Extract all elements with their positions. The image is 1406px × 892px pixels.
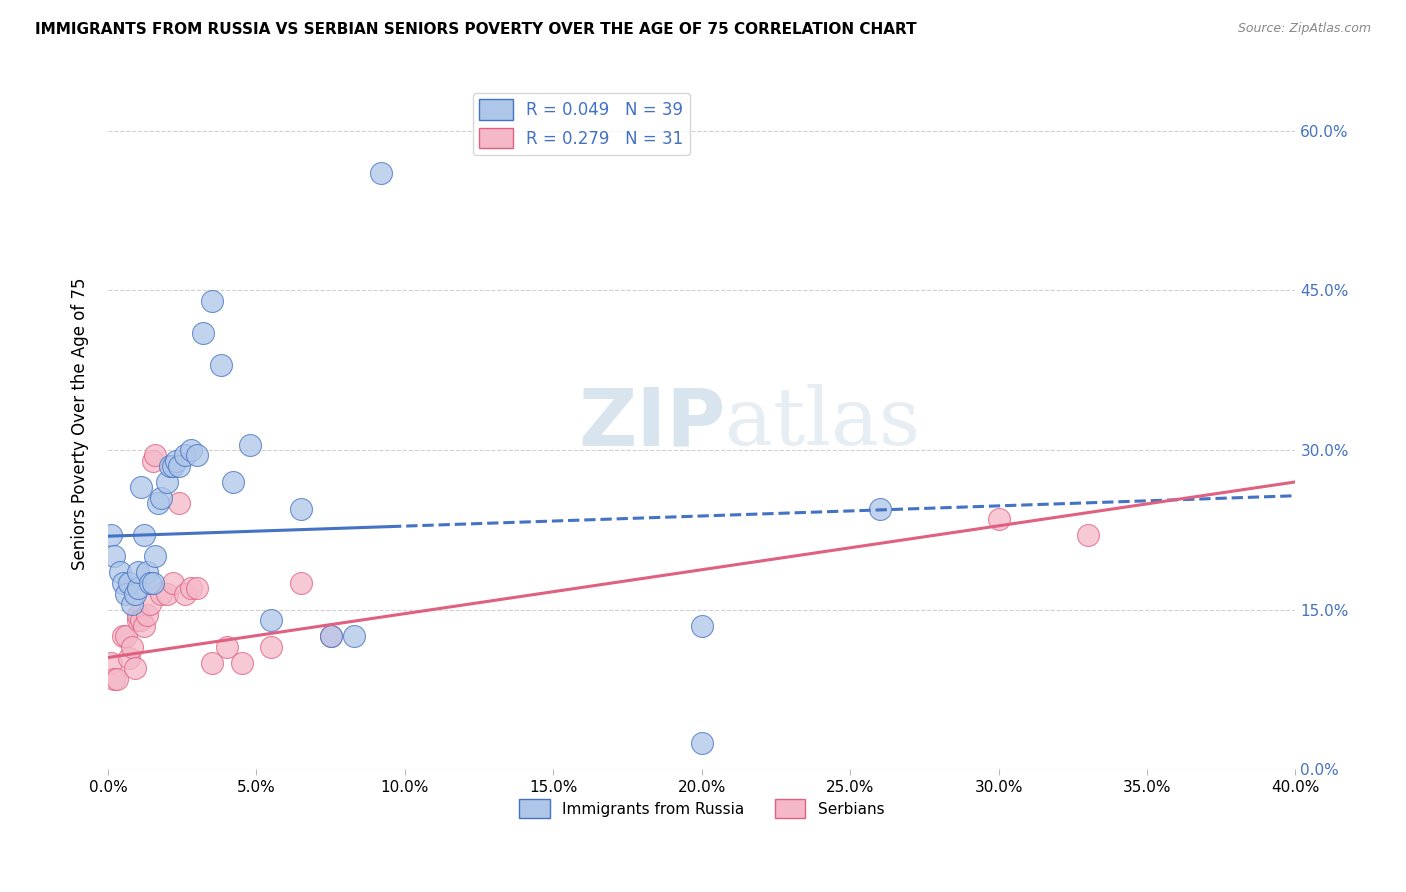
Point — [105, 672, 128, 686]
Point — [186, 582, 208, 596]
Point — [100, 528, 122, 542]
Point — [141, 576, 163, 591]
Y-axis label: Seniors Poverty Over the Age of 75: Seniors Poverty Over the Age of 75 — [72, 277, 89, 570]
Point — [111, 576, 134, 591]
Point — [114, 629, 136, 643]
Legend: Immigrants from Russia, Serbians: Immigrants from Russia, Serbians — [513, 793, 890, 824]
Point — [215, 640, 238, 654]
Point — [108, 566, 131, 580]
Point — [319, 629, 342, 643]
Point — [127, 566, 149, 580]
Point — [132, 528, 155, 542]
Point — [180, 442, 202, 457]
Point — [145, 549, 167, 564]
Point — [118, 650, 141, 665]
Point — [114, 587, 136, 601]
Point — [121, 597, 143, 611]
Text: IMMIGRANTS FROM RUSSIA VS SERBIAN SENIORS POVERTY OVER THE AGE OF 75 CORRELATION: IMMIGRANTS FROM RUSSIA VS SERBIAN SENIOR… — [35, 22, 917, 37]
Point — [869, 501, 891, 516]
Point — [370, 166, 392, 180]
Point — [186, 448, 208, 462]
Point — [111, 629, 134, 643]
Point — [239, 437, 262, 451]
Point — [103, 672, 125, 686]
Point — [987, 512, 1010, 526]
Point — [118, 576, 141, 591]
Point — [191, 326, 214, 340]
Point — [167, 496, 190, 510]
Text: atlas: atlas — [725, 384, 921, 462]
Point — [124, 661, 146, 675]
Point — [180, 582, 202, 596]
Point — [100, 656, 122, 670]
Point — [690, 736, 713, 750]
Point — [135, 566, 157, 580]
Point — [138, 597, 160, 611]
Point — [145, 448, 167, 462]
Point — [165, 453, 187, 467]
Point — [132, 618, 155, 632]
Point — [127, 582, 149, 596]
Point — [156, 475, 179, 489]
Point — [690, 618, 713, 632]
Point — [260, 613, 283, 627]
Point — [156, 587, 179, 601]
Text: Source: ZipAtlas.com: Source: ZipAtlas.com — [1237, 22, 1371, 36]
Point — [138, 576, 160, 591]
Point — [129, 480, 152, 494]
Point — [162, 576, 184, 591]
Point — [167, 458, 190, 473]
Point — [201, 656, 224, 670]
Point — [174, 448, 197, 462]
Text: ZIP: ZIP — [578, 384, 725, 462]
Point — [290, 501, 312, 516]
Point — [129, 613, 152, 627]
Point — [209, 358, 232, 372]
Point — [231, 656, 253, 670]
Point — [103, 549, 125, 564]
Point — [162, 458, 184, 473]
Point — [135, 607, 157, 622]
Point — [150, 587, 173, 601]
Point — [124, 587, 146, 601]
Point — [221, 475, 243, 489]
Point — [290, 576, 312, 591]
Point — [201, 293, 224, 308]
Point — [159, 458, 181, 473]
Point — [150, 491, 173, 505]
Point — [141, 453, 163, 467]
Point — [343, 629, 366, 643]
Point — [260, 640, 283, 654]
Point — [148, 496, 170, 510]
Point — [1077, 528, 1099, 542]
Point — [319, 629, 342, 643]
Point — [127, 613, 149, 627]
Point — [127, 607, 149, 622]
Point — [174, 587, 197, 601]
Point — [121, 640, 143, 654]
